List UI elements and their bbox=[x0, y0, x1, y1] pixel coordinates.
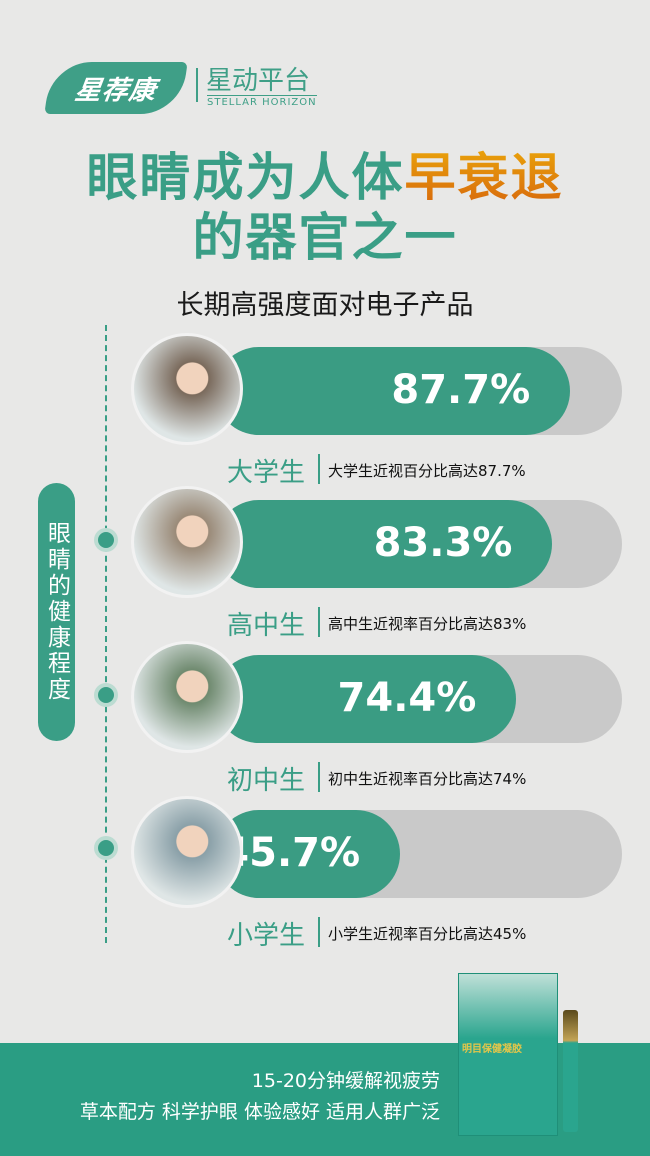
label-divider bbox=[318, 917, 320, 947]
side-label: 眼睛的健康程度 bbox=[38, 483, 75, 741]
platform-name: 星动平台 bbox=[206, 66, 311, 96]
brand-logo: 星荐康 bbox=[44, 62, 188, 114]
footer-line2: 草本配方 科学护眼 体验感好 适用人群广泛 bbox=[79, 1101, 440, 1123]
student-photo bbox=[131, 796, 243, 908]
category-description: 小学生近视率百分比高达45% bbox=[328, 925, 527, 943]
student-photo bbox=[131, 486, 243, 598]
category-label: 大学生 bbox=[227, 458, 306, 488]
subtitle: 长期高强度面对电子产品 bbox=[176, 290, 474, 321]
headline-line2: 的器官之一 bbox=[192, 209, 458, 268]
headline-text: 眼睛成为人体 bbox=[86, 149, 405, 208]
label-divider bbox=[318, 454, 320, 484]
platform-name-en: STELLAR HORIZON bbox=[207, 95, 317, 108]
timeline-dot bbox=[98, 532, 114, 548]
student-photo bbox=[131, 641, 243, 753]
product-box-image bbox=[458, 973, 558, 1136]
label-divider bbox=[318, 762, 320, 792]
bar-fill bbox=[215, 347, 571, 435]
student-photo bbox=[131, 333, 243, 445]
category-description: 初中生近视率百分比高达74% bbox=[328, 770, 527, 788]
category-description: 大学生近视百分比高达87.7% bbox=[328, 462, 526, 480]
footer-line1: 15-20分钟缓解视疲劳 bbox=[251, 1070, 440, 1092]
bar-value-label: 87.7% bbox=[391, 367, 531, 413]
headline-highlight: 早衰退 bbox=[404, 149, 564, 208]
product-name: 明目保健凝胶 bbox=[462, 1044, 522, 1055]
bar-fill bbox=[215, 810, 401, 898]
timeline-dot bbox=[98, 687, 114, 703]
bar-fill bbox=[215, 500, 553, 588]
label-divider bbox=[318, 607, 320, 637]
category-label: 高中生 bbox=[227, 611, 306, 641]
logo-divider bbox=[196, 68, 198, 102]
timeline-dot bbox=[98, 840, 114, 856]
category-label: 小学生 bbox=[227, 921, 306, 951]
category-label: 初中生 bbox=[227, 766, 306, 796]
bar-value-label: 83.3% bbox=[373, 520, 513, 566]
timeline-dashed-line bbox=[105, 325, 107, 943]
product-tube-image bbox=[563, 1010, 578, 1132]
category-description: 高中生近视率百分比高达83% bbox=[328, 615, 527, 633]
bar-value-label: 74.4% bbox=[337, 675, 477, 721]
headline-line1: 眼睛成为人体早衰退 bbox=[0, 136, 650, 210]
bar-fill bbox=[215, 655, 517, 743]
logo-text: 星荐康 bbox=[73, 75, 159, 106]
bar-value-label: 45.7% bbox=[221, 830, 361, 876]
